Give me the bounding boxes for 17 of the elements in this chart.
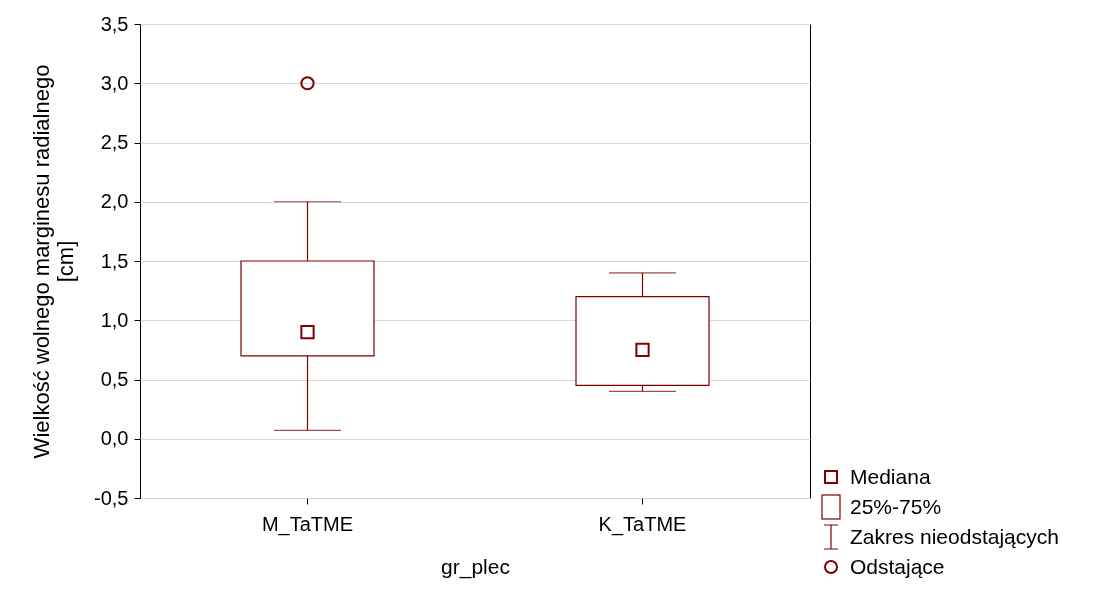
x-tick-label: M_TaTME — [261, 512, 354, 536]
y-tick-label: -0,5 — [94, 486, 129, 509]
y-tick-label: 0,0 — [100, 427, 129, 450]
y-tick-label: 1,5 — [100, 249, 129, 272]
y-tick-label: 0,5 — [100, 368, 129, 390]
x-tick-label: K_TaTME — [598, 512, 687, 536]
y-tick-label: 3,5 — [100, 12, 129, 35]
y-tick-label: 2,5 — [100, 131, 129, 153]
text: Mediana — [850, 464, 931, 490]
y-axis-title: Wielkość wolnego marginesu radialnego [cm] — [29, 64, 79, 459]
text: Odstające — [850, 554, 945, 580]
text: 25%-75% — [850, 494, 942, 520]
y-tick-label: 1,0 — [100, 308, 129, 331]
y-tick-label: 3,0 — [100, 71, 129, 94]
text: Zakres nieodstających — [850, 524, 1059, 550]
x-axis-title: gr_plec — [441, 554, 510, 579]
y-tick-label: 2,0 — [100, 190, 129, 213]
